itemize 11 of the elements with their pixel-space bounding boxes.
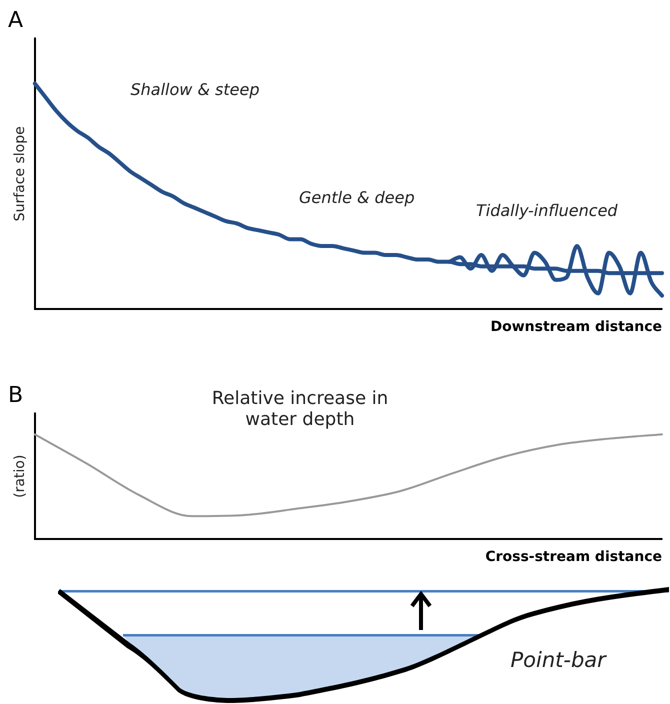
annotation: Gentle & deep — [299, 188, 415, 207]
chart-title: B — [8, 382, 24, 408]
y-axis-title: (ratio) — [12, 454, 28, 498]
text: Point-bar — [510, 648, 606, 672]
x-axis-title: Cross-stream distance — [485, 549, 662, 566]
annotation: Shallow & steep — [130, 80, 260, 99]
text: Relative increase in water depth — [210, 388, 390, 430]
x-axis-title: Downstream distance — [490, 319, 662, 336]
y-axis-title: Surface slope — [12, 126, 28, 222]
chart-title: A — [8, 8, 24, 33]
annotation: Tidally-influenced — [476, 201, 618, 220]
